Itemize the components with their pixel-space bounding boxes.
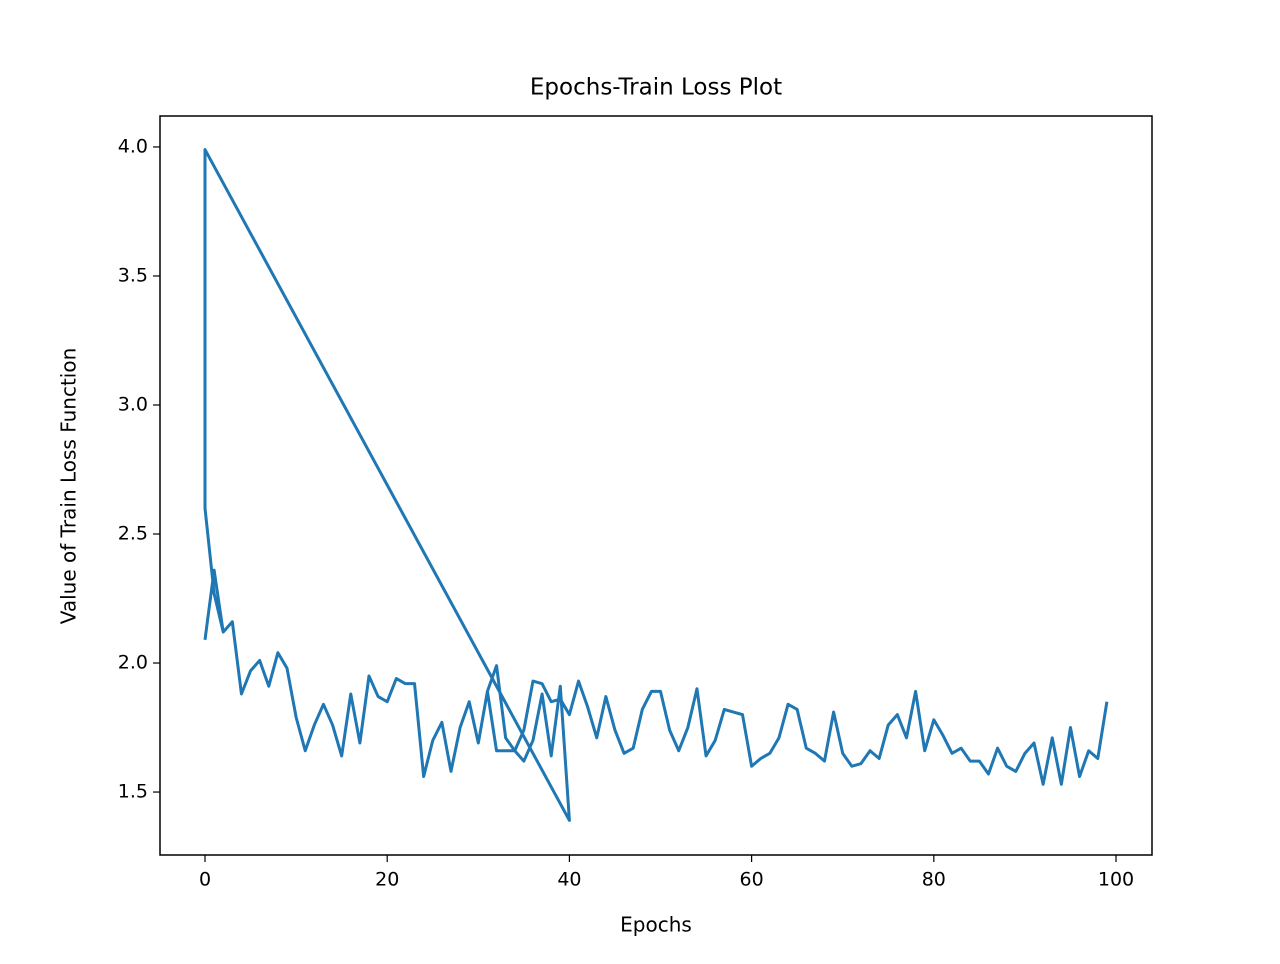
x-tick-label: 40	[557, 869, 581, 891]
x-tick-label: 0	[199, 869, 211, 891]
line	[203, 148, 1109, 822]
chart-title: Epochs-Train Loss Plot	[530, 75, 782, 101]
y-tick-label: 3.0	[118, 393, 148, 415]
x-tick-label: 60	[740, 869, 764, 891]
x-tick-label: 20	[375, 869, 399, 891]
y-tick-label: 1.5	[118, 781, 148, 803]
y-axis-label: Value of Train Loss Function	[57, 348, 81, 625]
x-axis-label: Epochs	[620, 913, 692, 937]
y-tick-label: 4.0	[118, 135, 148, 157]
plot-frame	[159, 115, 1153, 856]
y-tick-label: 3.5	[118, 264, 148, 286]
x-tick-label: 100	[1098, 869, 1134, 891]
y-tick-label: 2.0	[118, 652, 148, 674]
x-tick-label: 80	[922, 869, 946, 891]
y-tick-label: 2.5	[118, 523, 148, 545]
